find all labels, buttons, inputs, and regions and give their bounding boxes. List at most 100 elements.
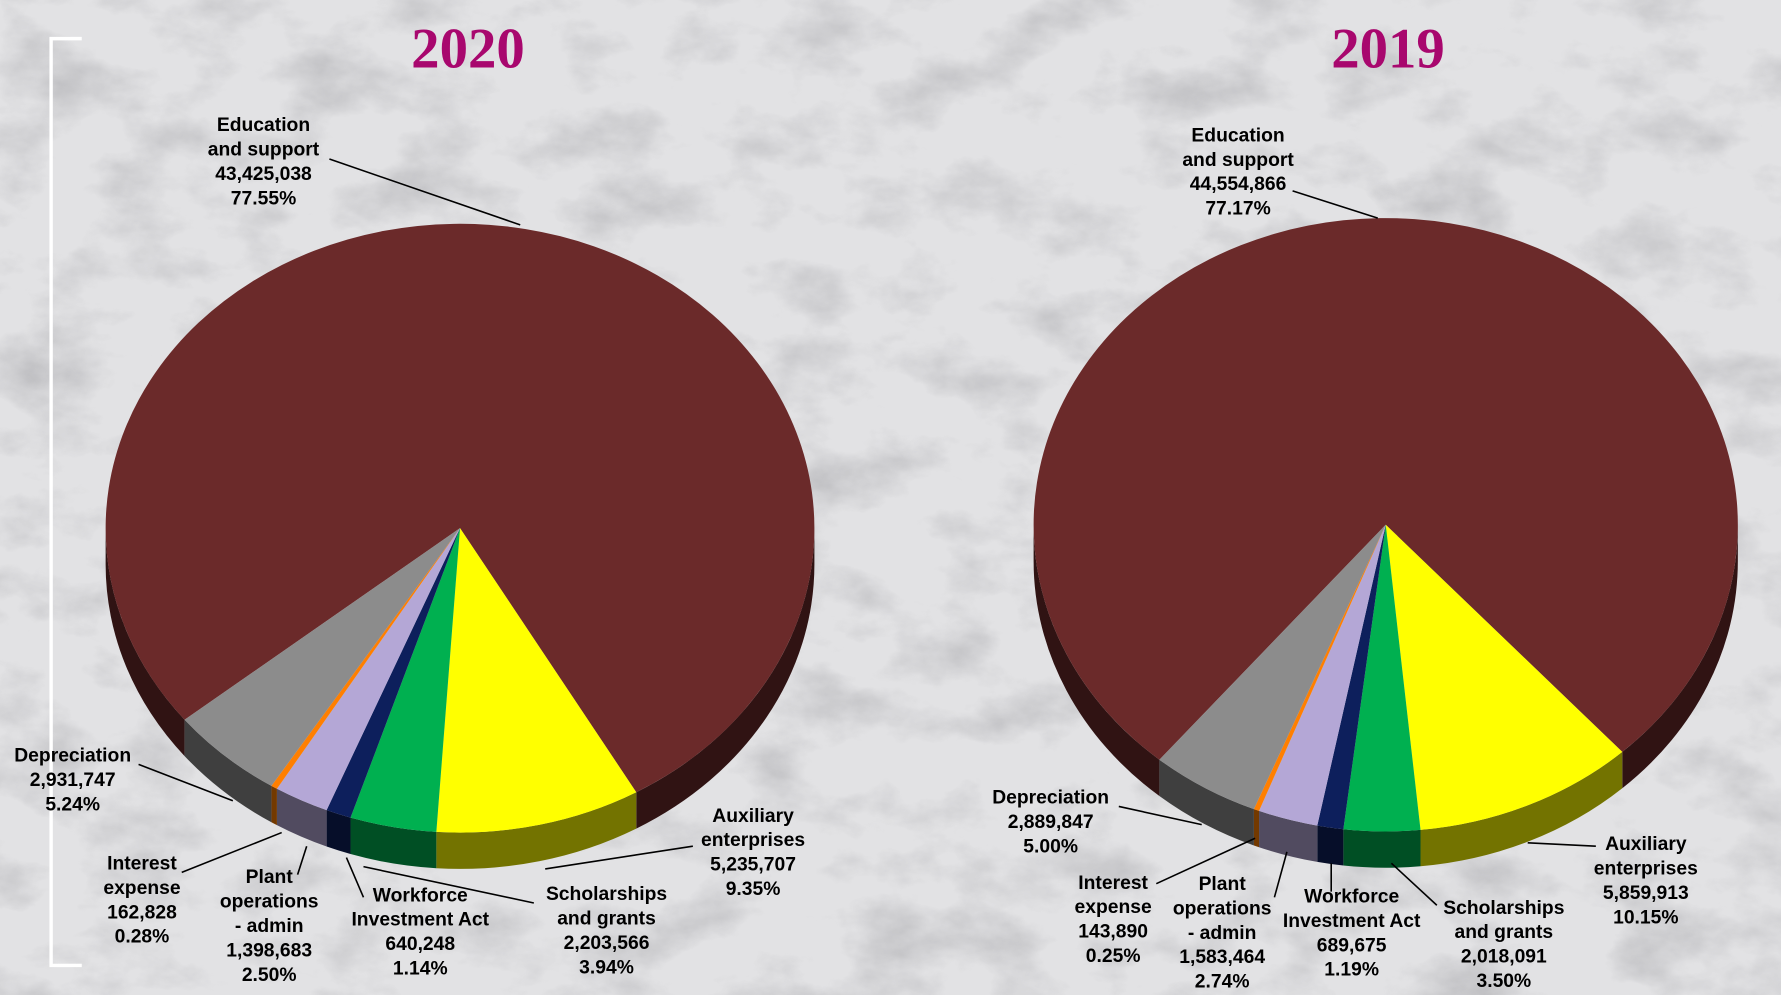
- slice-side: [436, 792, 637, 869]
- value-label: 1,398,683: [226, 940, 312, 961]
- slice-side: [184, 719, 272, 823]
- leader-line: [329, 158, 521, 226]
- slice: [105, 223, 815, 793]
- slice: [1385, 524, 1623, 830]
- category-label: Plant: [1199, 874, 1247, 895]
- slice-side: [271, 785, 277, 826]
- slice-side: [1622, 524, 1738, 789]
- leader-line: [1118, 805, 1202, 826]
- value-label: 640,248: [385, 934, 455, 955]
- slice: [1259, 524, 1386, 826]
- value-label: 689,675: [1317, 935, 1387, 956]
- category-label: Investment Act: [351, 910, 489, 931]
- category-label: enterprises: [701, 830, 805, 851]
- value-label: 5,859,913: [1603, 883, 1689, 904]
- slice-side: [1420, 751, 1623, 867]
- leader-line: [1292, 190, 1379, 219]
- leader-line: [181, 831, 282, 874]
- slice-side: [1253, 809, 1260, 848]
- leader-line: [1273, 851, 1288, 898]
- category-label: expense: [1074, 897, 1152, 918]
- category-label: and support: [1182, 150, 1294, 171]
- value-label: 2,889,847: [1008, 812, 1094, 833]
- category-label: Interest: [107, 853, 177, 874]
- category-label: and support: [208, 140, 320, 161]
- slice: [1317, 524, 1386, 830]
- category-label: Depreciation: [992, 788, 1109, 809]
- data-labels: Education and support 44,554,866 77.17% Auxi…: [992, 125, 1698, 992]
- percent-label: 5.00%: [1023, 836, 1078, 857]
- category-label: - admin: [1188, 923, 1257, 944]
- leader-line: [545, 845, 693, 870]
- slice-side: [1159, 759, 1254, 846]
- percent-label: 1.19%: [1324, 960, 1379, 981]
- percent-label: 3.94%: [579, 957, 634, 978]
- category-label: Scholarships: [1443, 898, 1564, 919]
- slice-side: [276, 788, 327, 847]
- pie-chart: 2019 Education and support 44,554,866 77.17%…: [992, 18, 1738, 993]
- percent-label: 77.17%: [1205, 199, 1270, 220]
- pie-sides: [105, 528, 815, 869]
- category-label: Auxiliary: [1605, 834, 1687, 855]
- slice: [436, 528, 637, 833]
- value-label: 44,554,866: [1190, 174, 1287, 195]
- percent-label: 5.24%: [45, 794, 100, 815]
- charts: 2020 Education and support 43,425,038 77.55%…: [14, 18, 1738, 993]
- value-label: 2,018,091: [1461, 947, 1547, 968]
- leader-line: [1527, 842, 1596, 847]
- slice: [271, 528, 461, 789]
- category-label: Workforce: [1304, 886, 1399, 907]
- percent-label: 9.35%: [726, 879, 781, 900]
- category-label: Auxiliary: [712, 806, 794, 827]
- value-label: 43,425,038: [215, 164, 312, 185]
- slice-side: [326, 810, 351, 855]
- percent-label: 77.55%: [231, 188, 296, 209]
- category-label: Interest: [1078, 873, 1148, 894]
- category-label: and grants: [1455, 922, 1554, 943]
- category-label: operations: [1173, 898, 1272, 919]
- slice-side: [636, 528, 815, 829]
- slice: [1253, 524, 1386, 811]
- pie-tops: [105, 223, 815, 833]
- category-label: Plant: [246, 867, 294, 888]
- slice: [350, 528, 461, 832]
- slice-side: [1033, 524, 1160, 797]
- value-label: 2,931,747: [30, 770, 116, 791]
- percent-label: 3.50%: [1476, 971, 1531, 992]
- chart-title: 2019: [1331, 18, 1445, 81]
- category-label: and grants: [557, 909, 656, 930]
- value-label: 2,203,566: [564, 933, 650, 954]
- leader-line: [363, 865, 535, 904]
- category-label: Education: [217, 115, 310, 136]
- percent-label: 10.15%: [1613, 907, 1678, 928]
- percent-label: 0.25%: [1086, 946, 1141, 967]
- percent-label: 2.50%: [242, 965, 297, 986]
- category-label: - admin: [235, 916, 304, 937]
- percent-label: 2.74%: [1195, 972, 1250, 993]
- category-label: Scholarships: [546, 884, 667, 905]
- leader-line: [1155, 837, 1256, 885]
- slice-side: [350, 817, 437, 869]
- percent-label: 0.28%: [115, 927, 170, 948]
- pie-sides: [1033, 524, 1738, 868]
- slice: [1343, 524, 1421, 832]
- leader-line: [296, 845, 308, 875]
- data-labels: Education and support 43,425,038 77.55% Auxi…: [14, 115, 805, 986]
- slice: [276, 528, 461, 811]
- category-label: enterprises: [1594, 859, 1698, 880]
- category-label: Investment Act: [1283, 911, 1421, 932]
- slice: [1159, 524, 1386, 810]
- value-label: 1,583,464: [1179, 947, 1265, 968]
- slice: [184, 528, 461, 786]
- category-label: Depreciation: [14, 746, 131, 767]
- slice: [1033, 218, 1738, 760]
- value-label: 5,235,707: [710, 855, 796, 876]
- slice-side: [105, 528, 185, 757]
- percent-label: 1.14%: [393, 959, 448, 980]
- chart-title: 2020: [411, 18, 525, 81]
- frame-bracket: [49, 36, 82, 968]
- category-label: Education: [1191, 125, 1284, 146]
- slice-side: [1317, 825, 1344, 866]
